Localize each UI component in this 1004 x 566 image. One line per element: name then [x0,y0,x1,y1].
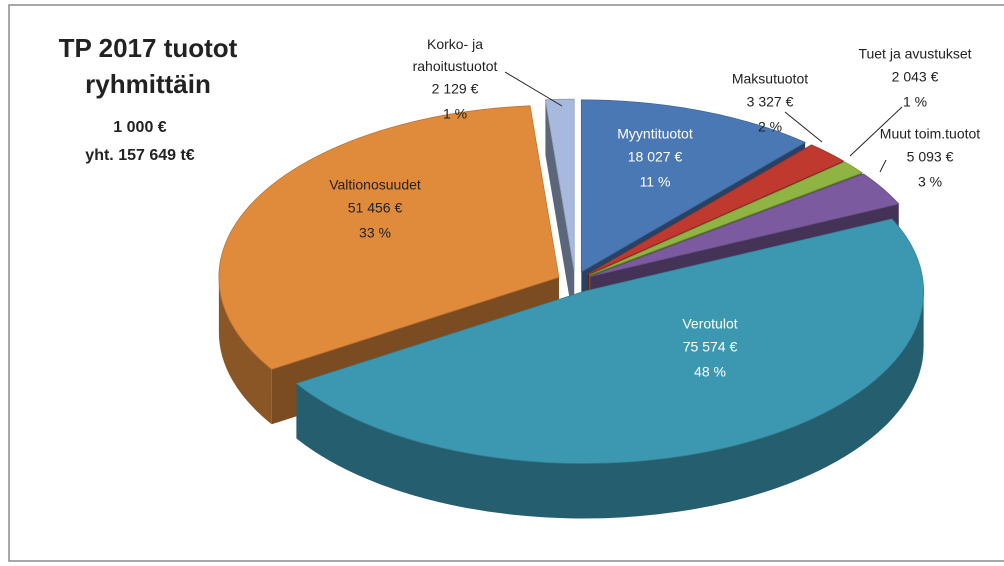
percent-label: 48 % [694,364,726,380]
slice-wall [296,291,924,519]
chart-title: ryhmittäin [85,69,211,99]
pie-slice [544,98,575,272]
pie-slice [218,105,560,370]
value-label: 51 456 € [348,200,403,216]
leader-line [879,159,887,173]
value-label: 2 129 € [432,81,479,97]
chart-subtitle: 1 000 € [113,119,166,136]
chart-title: TP 2017 tuotot [59,33,238,63]
percent-label: 1 % [903,94,927,110]
slice-label: Maksutuotot [732,71,808,87]
slice-label: Korko- ja rahoitustuotot [413,36,498,74]
value-label: 5 093 € [907,149,954,165]
pie-slice [587,144,845,275]
pie-slice [590,173,900,277]
slice-label: Valtionosuudet [329,177,421,193]
leader-line [784,111,823,143]
leader-line [504,71,563,107]
slice-label: Muut toim.tuotot [880,126,980,142]
pie-walls [218,277,924,519]
percent-label: 11 % [640,174,671,190]
value-label: 2 043 € [892,69,939,85]
value-label: 18 027 € [628,149,683,165]
percent-label: 1 % [443,106,467,122]
slice-label: Myyntituotot [617,126,693,142]
value-label: 3 327 € [747,94,794,110]
pie-slice [580,99,807,273]
label-line: rahoitustuotot [413,58,498,74]
label-line: Korko- ja [427,36,483,52]
leader-line [849,106,903,157]
percent-label: 2 % [758,119,782,135]
chart-subtitle: yht. 157 649 t€ [85,147,195,164]
pie-slice [588,161,863,276]
slice-cut-face [545,99,575,327]
percent-label: 33 % [359,225,391,241]
slice-wall [218,277,272,425]
pie-tops [218,98,924,464]
slice-label: Verotulot [682,316,737,332]
slice-label: Tuet ja avustukset [858,46,971,62]
percent-label: 3 % [918,174,942,190]
pie-slice [295,218,924,464]
value-label: 75 574 € [683,339,738,355]
